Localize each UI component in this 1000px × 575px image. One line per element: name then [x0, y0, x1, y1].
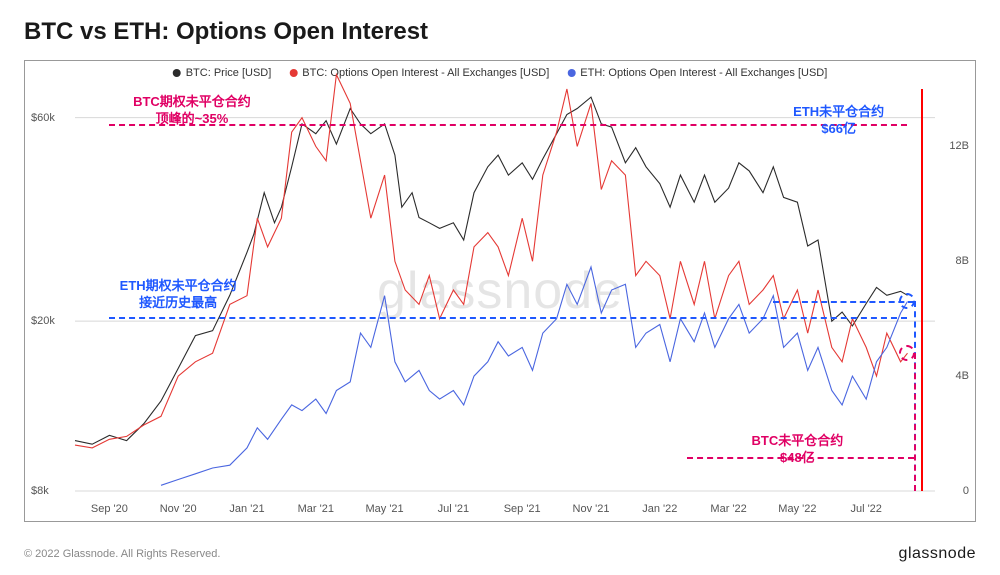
legend-item: BTC: Options Open Interest - All Exchang… — [289, 67, 549, 79]
series-line — [75, 75, 908, 448]
legend-item: ETH: Options Open Interest - All Exchang… — [567, 67, 827, 79]
legend-label: ETH: Options Open Interest - All Exchang… — [580, 67, 827, 79]
x-tick: Mar '21 — [298, 503, 334, 515]
x-tick: Nov '21 — [573, 503, 610, 515]
brand-logo: glassnode — [899, 545, 976, 563]
annotation-vline — [914, 353, 916, 491]
plot-area: BTC期权未平仓合约顶峰的~35% ETH期权未平仓合约接近历史最高 ETH未平仓合… — [75, 89, 935, 491]
annotation-hline — [109, 317, 907, 319]
annotation-btc-peak: BTC期权未平仓合约顶峰的~35% — [133, 95, 251, 129]
y-left-tick: $60k — [31, 112, 55, 124]
annotation-eth-near-ath: ETH期权未平仓合约接近历史最高 — [120, 278, 237, 312]
annotation-hline — [773, 301, 914, 303]
y-right-tick: 8B — [956, 255, 969, 267]
end-marker-line — [921, 89, 923, 491]
x-tick: Jan '22 — [642, 503, 677, 515]
x-tick: Jul '22 — [850, 503, 881, 515]
y-right-tick: 4B — [956, 370, 969, 382]
annotation-btc-oi: BTC未平仓合约$48亿 — [752, 433, 844, 467]
legend-item: BTC: Price [USD] — [173, 67, 272, 79]
legend-dot — [567, 69, 575, 77]
x-tick: Jan '21 — [229, 503, 264, 515]
y-left-tick: $8k — [31, 485, 49, 497]
x-tick: Jul '21 — [438, 503, 469, 515]
legend-label: BTC: Price [USD] — [186, 67, 272, 79]
y-right-tick: 12B — [949, 140, 969, 152]
y-right-tick: 0 — [963, 485, 969, 497]
footer: © 2022 Glassnode. All Rights Reserved. g… — [24, 545, 976, 563]
x-tick: Nov '20 — [160, 503, 197, 515]
copyright: © 2022 Glassnode. All Rights Reserved. — [24, 548, 220, 560]
legend-label: BTC: Options Open Interest - All Exchang… — [302, 67, 549, 79]
x-tick: May '21 — [366, 503, 404, 515]
x-tick: Sep '20 — [91, 503, 128, 515]
legend: BTC: Price [USD] BTC: Options Open Intere… — [173, 67, 828, 79]
end-marker-circle — [899, 293, 915, 309]
series-line — [75, 97, 908, 444]
x-tick: Sep '21 — [504, 503, 541, 515]
legend-dot — [173, 69, 181, 77]
x-tick: May '22 — [778, 503, 816, 515]
x-tick: Mar '22 — [710, 503, 746, 515]
chart-title: BTC vs ETH: Options Open Interest — [24, 18, 976, 46]
chart-container: BTC: Price [USD] BTC: Options Open Intere… — [24, 60, 976, 522]
legend-dot — [289, 69, 297, 77]
y-left-tick: $20k — [31, 315, 55, 327]
annotation-eth-oi: ETH未平仓合约$66亿 — [793, 104, 884, 138]
end-marker-circle — [899, 345, 915, 361]
